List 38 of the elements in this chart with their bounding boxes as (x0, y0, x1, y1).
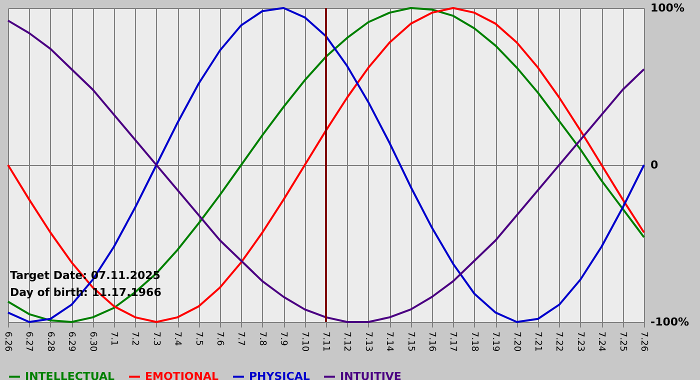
x-tick-label: 7.14 (384, 332, 394, 352)
x-tick-label: 7.4 (172, 332, 182, 346)
x-tick-label: 7.18 (468, 332, 479, 352)
x-tick-label: 7.22 (554, 332, 564, 352)
x-tick-label: 7.5 (193, 332, 204, 346)
x-tick-label: 7.11 (320, 332, 330, 352)
legend-label: INTUITIVE (340, 370, 402, 380)
y-tick-label: 100% (650, 2, 684, 14)
x-tick-label: 7.2 (130, 332, 140, 346)
legend-label: INTELLECTUAL (25, 370, 115, 380)
x-tick-label: 7.9 (278, 332, 288, 346)
x-tick-label: 7.20 (511, 332, 522, 352)
x-tick-label: 7.24 (596, 332, 606, 352)
x-tick-label: 6.29 (66, 332, 76, 352)
x-tick-label: 7.23 (574, 332, 585, 352)
x-tick-label: 7.19 (490, 332, 500, 352)
legend-label: PHYSICAL (249, 370, 310, 380)
x-tick-label: 7.16 (426, 332, 436, 352)
x-tick-label: 7.25 (617, 332, 628, 352)
x-tick-label: 7.6 (214, 332, 224, 346)
x-tick-label: 7.3 (150, 332, 161, 346)
legend-label: EMOTIONAL (145, 370, 218, 380)
y-tick-label: -100% (650, 316, 690, 328)
x-tick-label: 7.21 (532, 332, 542, 352)
x-tick-label: 7.15 (405, 332, 416, 352)
x-tick-label: 7.10 (299, 332, 310, 352)
x-tick-label: 7.26 (638, 332, 648, 352)
y-tick-label: 0 (650, 158, 658, 172)
x-tick-label: 7.17 (448, 332, 458, 352)
x-tick-label: 7.12 (342, 332, 352, 352)
x-tick-label: 7.13 (362, 332, 373, 352)
x-tick-label: 6.26 (2, 332, 12, 352)
x-tick-label: 6.30 (87, 332, 98, 352)
x-tick-label: 6.27 (24, 332, 34, 352)
x-tick-label: 7.7 (236, 332, 246, 346)
x-tick-label: 6.28 (44, 332, 55, 352)
x-tick-label: 7.1 (108, 332, 118, 346)
x-tick-label: 7.8 (256, 332, 267, 346)
